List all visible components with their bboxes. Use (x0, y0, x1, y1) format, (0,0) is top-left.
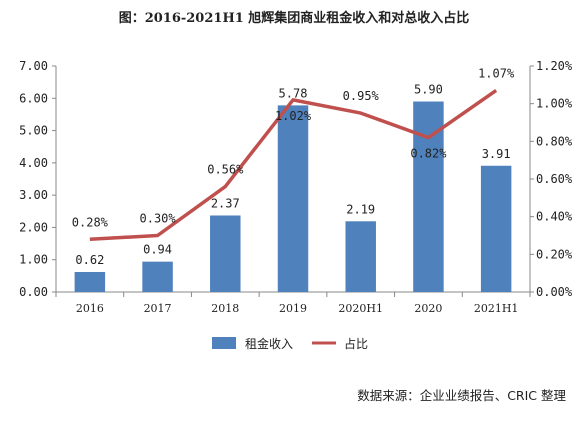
category-label: 2020H1 (338, 302, 383, 315)
left-tick-label: 7.00 (19, 59, 48, 73)
bar (480, 165, 512, 292)
right-tick-label: 0.20% (536, 247, 573, 261)
bar (277, 105, 309, 292)
line-value-label: 0.30% (140, 212, 177, 226)
right-tick-label: 1.20% (536, 59, 573, 73)
bar (345, 221, 376, 292)
bar-value-label: 0.94 (143, 243, 172, 257)
bar-value-label: 2.37 (211, 196, 240, 210)
line-data-labels: 0.28% 0.30% 0.56% 1.02% 0.95% 0.82% 1.07% (72, 66, 515, 229)
source-note: 数据来源：企业业绩报告、CRIC 整理 (357, 388, 566, 403)
line-value-label: 0.95% (343, 89, 380, 103)
category-label: 2017 (144, 302, 172, 315)
right-axis-ticks: 0.00% 0.20% 0.40% 0.60% 0.80% 1.00% 1.20% (530, 59, 573, 299)
bar-data-labels: 0.62 0.94 2.37 5.78 2.19 5.90 3.91 (75, 83, 510, 267)
left-tick-label: 2.00 (19, 220, 48, 234)
right-tick-label: 0.00% (536, 285, 573, 299)
line-value-label: 1.02% (275, 109, 312, 123)
legend-label-bar: 租金收入 (245, 336, 293, 351)
line-value-label: 0.56% (207, 163, 244, 177)
line-value-label: 0.82% (410, 147, 447, 161)
bar-value-label: 5.78 (279, 86, 308, 100)
bar-value-label: 3.91 (482, 147, 511, 161)
line-series (89, 89, 498, 242)
right-tick-label: 0.60% (536, 172, 573, 186)
ratio-line (89, 89, 498, 242)
legend: 租金收入 占比 (212, 336, 368, 351)
left-tick-label: 6.00 (19, 91, 48, 105)
bar-value-label: 2.19 (346, 202, 375, 216)
left-tick-label: 0.00 (19, 285, 48, 299)
line-value-label: 1.07% (478, 66, 515, 80)
bar-series (74, 101, 512, 292)
bar (210, 215, 241, 292)
category-label: 2019 (279, 302, 307, 315)
bar-value-label: 0.62 (75, 253, 104, 267)
category-label: 2018 (211, 302, 239, 315)
line-value-label: 0.28% (72, 215, 109, 229)
bar (74, 271, 106, 292)
bar-value-label: 5.90 (414, 83, 443, 97)
legend-swatch-bar (212, 337, 236, 349)
right-tick-label: 0.40% (536, 210, 573, 224)
right-tick-label: 0.80% (536, 134, 573, 148)
category-label: 2020 (414, 302, 442, 315)
left-tick-label: 1.00 (19, 253, 48, 267)
category-label: 2021H1 (474, 302, 519, 315)
left-axis-ticks: 0.00 1.00 2.00 3.00 4.00 5.00 6.00 7.00 (19, 59, 56, 299)
chart-title: 图：2016-2021H1 旭辉集团商业租金收入和对总收入占比 (119, 10, 470, 26)
left-tick-label: 4.00 (19, 156, 48, 170)
bar (142, 261, 173, 292)
legend-label-line: 占比 (344, 336, 368, 351)
right-tick-label: 1.00% (536, 97, 573, 111)
category-label: 2016 (76, 302, 104, 315)
category-axis-ticks: 2016 2017 2018 2019 2020H1 2020 2021H1 (55, 292, 531, 315)
left-tick-label: 3.00 (19, 188, 48, 202)
left-tick-label: 5.00 (19, 124, 48, 138)
